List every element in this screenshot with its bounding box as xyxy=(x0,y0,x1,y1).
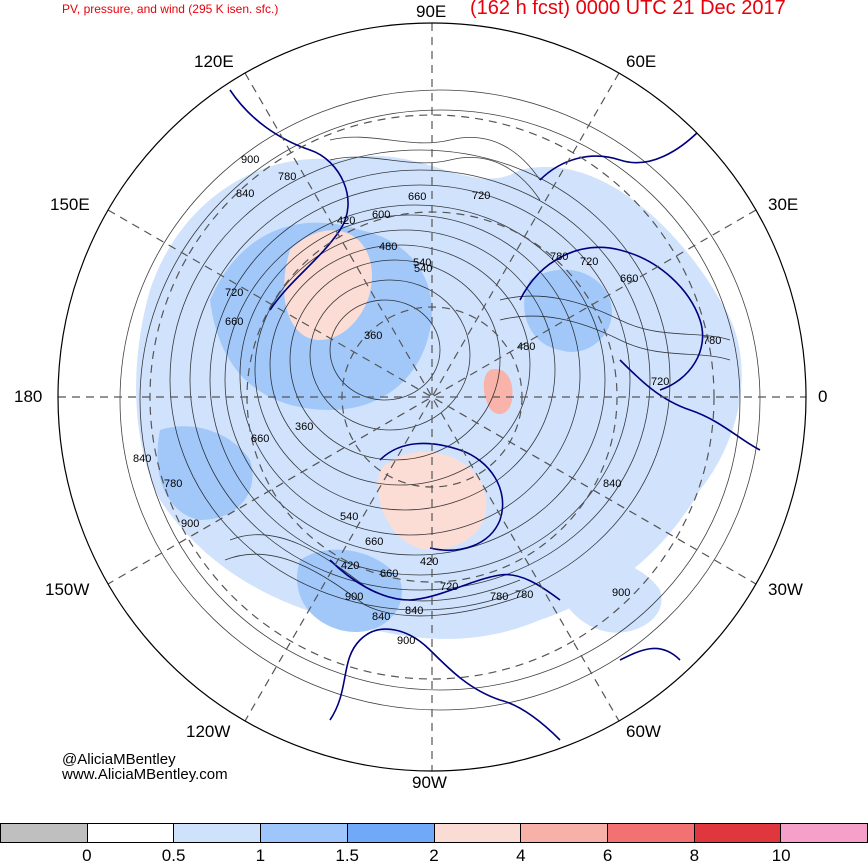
contour-label: 720 xyxy=(651,376,669,388)
contour-label: 420 xyxy=(420,556,438,568)
colorbar-segment xyxy=(780,823,868,843)
credit-twitter: @AliciaMBentley xyxy=(62,751,176,768)
contour-labels: 900 840 780 720 660 600 540 480 420 360 … xyxy=(133,154,721,647)
contour-label: 480 xyxy=(379,241,397,253)
contour-label: 660 xyxy=(251,433,269,445)
contour-label: 420 xyxy=(341,560,359,572)
contour-label: 780 xyxy=(490,591,508,603)
contour-label: 480 xyxy=(517,341,535,353)
colorbar-tick-label: 2 xyxy=(429,846,439,865)
coastlines xyxy=(229,89,761,741)
contour-label: 720 xyxy=(580,256,598,268)
contour-label: 900 xyxy=(345,591,363,603)
map-boundary xyxy=(57,22,807,772)
lon-label-30e: 30E xyxy=(768,195,799,214)
contour-label: 780 xyxy=(278,171,296,183)
contour-label: 840 xyxy=(603,478,621,490)
colorbar-segment xyxy=(433,823,522,843)
contour-label: 660 xyxy=(620,273,638,285)
colorbar-tick-label: 6 xyxy=(602,846,613,865)
contour-label: 780 xyxy=(515,589,533,601)
lon-label-60e: 60E xyxy=(626,52,657,71)
contour-label: 840 xyxy=(133,453,151,465)
lon-label-0: 0 xyxy=(818,387,828,406)
contour-label: 780 xyxy=(550,251,568,263)
contour-label: 360 xyxy=(364,330,382,342)
contour-label: 660 xyxy=(225,316,243,328)
lon-label-120w: 120W xyxy=(186,722,231,741)
colorbar-segment xyxy=(606,823,695,843)
colorbar-segment xyxy=(346,823,435,843)
contour-label: 900 xyxy=(612,587,630,599)
contour-label: 600 xyxy=(372,209,390,221)
contour-label: 660 xyxy=(380,568,398,580)
contour-label: 840 xyxy=(372,611,390,623)
colorbar-segment xyxy=(173,823,262,843)
contour-label: 540 xyxy=(340,511,358,523)
contour-label: 420 xyxy=(337,215,355,227)
colorbar-tick-label: 0.5 xyxy=(161,846,186,865)
colorbar-segment xyxy=(520,823,608,843)
contour-label: 900 xyxy=(241,154,259,166)
contour-label: 360 xyxy=(295,421,313,433)
contour-label: 660 xyxy=(408,191,426,203)
colorbar-tick-label: 1 xyxy=(255,846,266,865)
colorbar-segment xyxy=(86,823,175,843)
colorbar-segment xyxy=(693,823,782,843)
contour-label: 900 xyxy=(397,635,415,647)
contour-label: 840 xyxy=(405,605,423,617)
contour-label: 720 xyxy=(440,581,458,593)
colorbar-segment xyxy=(0,823,88,843)
contour-label: 780 xyxy=(703,335,721,347)
credit: @AliciaMBentley www.AliciaMBentley.com xyxy=(62,752,228,782)
contour-label: 900 xyxy=(181,518,199,530)
map-title-left: PV, pressure, and wind (295 K isen. sfc.… xyxy=(62,2,279,16)
colorbar-tick-label: 0 xyxy=(82,846,92,865)
contour-label: 720 xyxy=(472,190,490,202)
map-title-right: (162 h fcst) 0000 UTC 21 Dec 2017 xyxy=(470,0,786,19)
contour-label: 720 xyxy=(225,287,243,299)
lon-label-90w: 90W xyxy=(412,773,447,792)
colorbar-segment xyxy=(260,823,348,843)
colorbar xyxy=(0,823,868,843)
contour-label: 840 xyxy=(236,188,254,200)
credit-website: www.AliciaMBentley.com xyxy=(62,766,228,783)
lon-label-150w: 150W xyxy=(45,580,90,599)
colorbar-tick-label: 10 xyxy=(771,846,791,865)
contour-label: 540 xyxy=(414,263,432,275)
colorbar-tick-label: 4 xyxy=(516,846,526,865)
lon-label-180: 180 xyxy=(14,387,43,406)
lon-label-90e: 90E xyxy=(416,2,447,21)
colorbar-tick-label: 8 xyxy=(689,846,700,865)
lon-label-120e: 120E xyxy=(194,52,234,71)
contour-label: 660 xyxy=(365,536,383,548)
lon-label-150e: 150E xyxy=(50,195,90,214)
graticule xyxy=(58,23,806,771)
lon-label-60w: 60W xyxy=(626,722,661,741)
contour-label: 540 xyxy=(413,257,431,269)
contour-label: 780 xyxy=(164,478,182,490)
lon-label-30w: 30W xyxy=(768,580,803,599)
pressure-contours xyxy=(119,89,761,711)
colorbar-tick-label: 1.5 xyxy=(335,846,360,865)
